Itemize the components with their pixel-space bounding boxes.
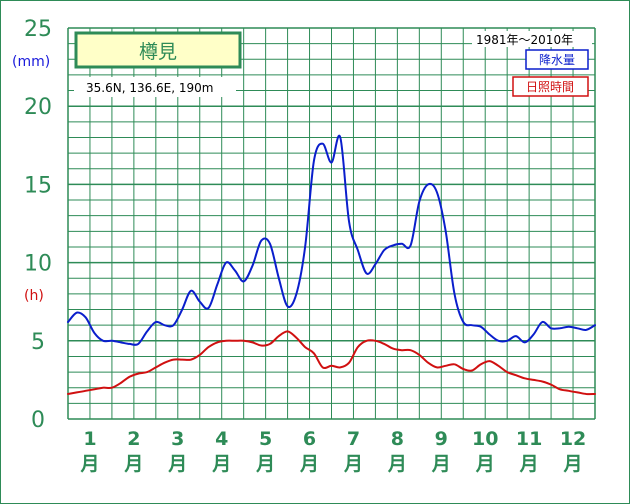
x-tick-suffix: 月 bbox=[255, 453, 275, 475]
x-axis-ticks: 1 月 2 月 3 月 4 月 5 月 6 月 7 月 8 月 9 月 10 月 11 月 12 月 bbox=[79, 428, 586, 475]
x-tick-label: 9 bbox=[435, 428, 448, 450]
y-axis-ticks: 0 5 10 15 20 25 bbox=[24, 17, 52, 433]
location-label: 35.6N, 136.6E, 190m bbox=[86, 81, 213, 95]
y-tick-label: 0 bbox=[31, 408, 45, 433]
x-tick-label: 3 bbox=[171, 428, 184, 450]
x-tick-label: 4 bbox=[215, 428, 228, 450]
legend-sunshine-box bbox=[512, 76, 589, 97]
y-tick-label: 15 bbox=[24, 173, 52, 198]
legend-precip-box bbox=[525, 49, 589, 70]
y-tick-label: 20 bbox=[24, 95, 52, 120]
y-tick-label: 25 bbox=[24, 17, 52, 42]
x-tick-suffix: 月 bbox=[519, 453, 539, 475]
series-layer bbox=[67, 134, 596, 396]
x-tick-label: 7 bbox=[347, 428, 360, 450]
y-unit-secondary: (h) bbox=[24, 288, 44, 304]
y-unit-primary: (mm) bbox=[12, 54, 50, 70]
x-tick-label: 8 bbox=[391, 428, 404, 450]
sunshine-line bbox=[67, 330, 596, 396]
x-tick-suffix: 月 bbox=[387, 453, 407, 475]
x-tick-suffix: 月 bbox=[475, 453, 495, 475]
x-tick-label: 1 bbox=[83, 428, 96, 450]
precipitation-line bbox=[67, 134, 596, 346]
chart-title: 樽見 bbox=[139, 41, 177, 63]
x-tick-label: 5 bbox=[259, 428, 272, 450]
period-box bbox=[472, 31, 592, 47]
x-tick-suffix: 月 bbox=[343, 453, 363, 475]
x-tick-suffix: 月 bbox=[211, 453, 231, 475]
x-tick-label: 6 bbox=[303, 428, 316, 450]
x-tick-suffix: 月 bbox=[79, 453, 99, 475]
x-tick-suffix: 月 bbox=[431, 453, 451, 475]
x-tick-suffix: 月 bbox=[299, 453, 319, 475]
x-tick-suffix: 月 bbox=[167, 453, 187, 475]
x-tick-suffix: 月 bbox=[123, 453, 143, 475]
y-tick-label: 10 bbox=[24, 252, 52, 277]
x-tick-label: 10 bbox=[472, 428, 498, 450]
x-tick-label: 12 bbox=[560, 428, 586, 450]
legend-sunshine-label: 日照時間 bbox=[526, 80, 574, 94]
legend-precip-label: 降水量 bbox=[539, 53, 575, 67]
x-tick-label: 11 bbox=[516, 428, 542, 450]
period-label: 1981年〜2010年 bbox=[476, 33, 573, 47]
location-box bbox=[74, 77, 236, 97]
y-tick-label: 5 bbox=[31, 330, 45, 355]
x-tick-suffix: 月 bbox=[563, 453, 583, 475]
title-box bbox=[74, 31, 242, 69]
x-tick-label: 2 bbox=[127, 428, 140, 450]
